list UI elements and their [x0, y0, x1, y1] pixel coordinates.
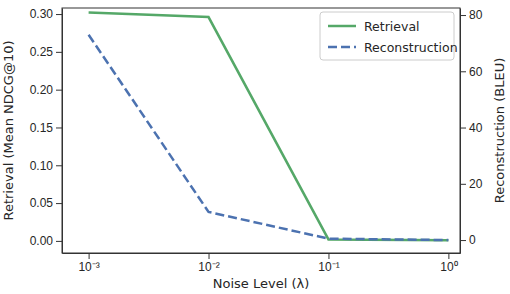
tick-mark [448, 253, 449, 259]
line [89, 35, 449, 240]
tick-label: 10⁻¹ [318, 260, 339, 274]
legend-swatch [328, 25, 356, 28]
tick-mark [460, 184, 466, 185]
tick: 10⁻² [198, 253, 219, 274]
tick-mark [56, 241, 62, 242]
axis-line [62, 9, 63, 254]
tick-label: 0.05 [30, 196, 54, 210]
tick-label: 0.10 [30, 159, 54, 173]
tick-label: 0.20 [30, 83, 54, 97]
tick-label: 10⁰ [440, 260, 457, 274]
tick: 80 [460, 8, 483, 22]
tick-label: 0.30 [30, 7, 54, 21]
legend: Retrieval Reconstruction [320, 12, 458, 60]
tick-label: 0.25 [30, 45, 54, 59]
x-axis-title: Noise Level (λ) [213, 276, 309, 291]
tick-label: 0.00 [30, 234, 54, 248]
tick: 10⁰ [440, 253, 457, 274]
tick-label: 10⁻² [198, 260, 219, 274]
tick-label: 80 [469, 8, 483, 22]
plot-frame [62, 8, 460, 253]
tick-mark [89, 253, 90, 259]
tick: 20 [460, 177, 483, 191]
tick: 0.05 [30, 196, 62, 210]
tick-mark [56, 203, 62, 204]
y2-axis: 0 20 40 60 80 [460, 8, 483, 253]
y2-axis-title: Reconstruction (BLEU) [492, 58, 507, 203]
tick-mark [56, 90, 62, 91]
axis-line [460, 9, 461, 254]
tick-label: 20 [469, 177, 483, 191]
tick: 10⁻³ [78, 253, 99, 274]
tick: 10⁻¹ [318, 253, 339, 274]
legend-swatch [328, 46, 356, 49]
tick-mark [56, 14, 62, 15]
tick-mark [56, 52, 62, 53]
tick: 0 [460, 233, 476, 247]
tick: 0.25 [30, 45, 62, 59]
tick-label: 0 [469, 233, 476, 247]
tick-label: 40 [469, 121, 483, 135]
tick-mark [460, 15, 466, 16]
tick-mark [209, 253, 210, 259]
tick: 40 [460, 121, 483, 135]
tick-mark [56, 165, 62, 166]
tick: 0.00 [30, 234, 62, 248]
y-axis: 0.00 0.05 0.10 0.15 0.20 0.25 0.30 [30, 7, 63, 253]
tick-mark [328, 253, 329, 259]
tick-mark [460, 128, 466, 129]
tick: 0.15 [30, 121, 62, 135]
legend-label: Retrieval [364, 19, 420, 34]
y-axis-title: Retrieval (Mean NDCG@10) [1, 40, 16, 220]
tick-mark [56, 127, 62, 128]
tick: 0.20 [30, 83, 62, 97]
tick-label: 0.15 [30, 121, 54, 135]
x-axis: 10⁻³ 10⁻² 10⁻¹ 10⁰ [63, 253, 461, 274]
tick: 0.10 [30, 159, 62, 173]
axis-line [63, 253, 461, 254]
tick-mark [460, 71, 466, 72]
tick: 60 [460, 65, 483, 79]
tick-label: 60 [469, 65, 483, 79]
tick: 0.30 [30, 7, 62, 21]
tick-mark [460, 240, 466, 241]
legend-label: Reconstruction [364, 40, 458, 55]
chart: 10⁻³10⁻²10⁻¹10⁰0.000.050.100.150.200.250… [0, 0, 510, 294]
plot-area: 10⁻³10⁻²10⁻¹10⁰0.000.050.100.150.200.250… [30, 7, 483, 273]
tick-label: 10⁻³ [78, 260, 99, 274]
